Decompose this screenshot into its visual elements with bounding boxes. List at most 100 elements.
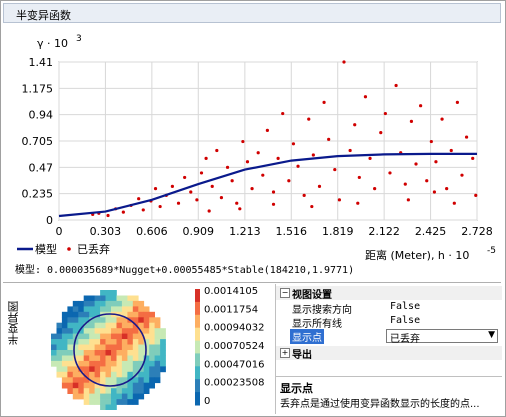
surface-cell [100, 393, 106, 400]
surface-cell [132, 328, 139, 334]
show-points-dropdown[interactable]: 已丢弃 ▼ [386, 329, 498, 345]
collapse-icon[interactable]: − [280, 288, 290, 298]
surface-cell [72, 339, 79, 345]
surface-cell [94, 311, 101, 318]
data-point [317, 184, 322, 188]
surface-cell [51, 350, 57, 356]
surface-cell [78, 371, 85, 378]
export-label: 导出 [292, 350, 312, 361]
surface-cell [111, 371, 117, 378]
surface-cell [138, 360, 145, 367]
data-point [311, 153, 315, 157]
data-point [207, 209, 211, 213]
surface-cell [78, 393, 85, 400]
surface-cell [100, 404, 106, 410]
surface-cell [83, 311, 90, 318]
surface-cell [78, 344, 85, 351]
surface-cell [83, 339, 90, 345]
surface-cell [83, 393, 90, 400]
surface-cell [61, 328, 68, 334]
surface-cell [89, 393, 95, 400]
x-tick-label: 0.909 [183, 225, 215, 238]
surface-cell [78, 366, 85, 373]
semivariogram-plot[interactable]: 1.41 1.175 0.94 0.705 0.47 0.235 00 0.303 0.606 0… [3, 25, 501, 273]
surface-cell [94, 360, 101, 367]
surface-cell [94, 344, 101, 351]
surface-cell [143, 360, 150, 367]
chevron-down-icon[interactable]: ▼ [488, 330, 495, 340]
surface-cell [143, 333, 150, 340]
surface-cell [111, 333, 117, 340]
surface-cell [72, 328, 79, 334]
surface-cell [67, 322, 74, 329]
semivariogram-surface[interactable] [29, 290, 191, 410]
surface-cell [160, 344, 166, 351]
surface-cell [132, 388, 139, 394]
data-point [261, 173, 265, 177]
data-point [256, 151, 260, 155]
expand-icon[interactable]: + [280, 348, 290, 358]
x-tick-label: 0.606 [136, 225, 168, 238]
surface-cell [116, 393, 123, 400]
surface-cell [61, 317, 68, 324]
surface-cell [132, 306, 139, 313]
property-key: 显示搜索方向 [292, 305, 352, 316]
surface-cell [149, 350, 155, 356]
surface-cell [89, 371, 95, 378]
surface-cell [105, 371, 112, 378]
surface-cell [83, 350, 90, 356]
surface-cell [132, 339, 139, 345]
surface-cell [143, 328, 150, 334]
surface-cell [111, 300, 117, 307]
surface-cell [143, 377, 150, 384]
surface-cell [61, 360, 68, 367]
surface-cell [94, 355, 101, 362]
surface-cell [61, 333, 68, 340]
surface-cell [61, 344, 68, 351]
data-point [183, 175, 187, 180]
surface-cell [111, 290, 117, 296]
surface-cell [154, 344, 161, 351]
surface-cell [154, 328, 161, 334]
property-row[interactable]: 显示搜索方向 False [276, 301, 502, 316]
surface-cell [83, 317, 90, 324]
surface-cell [67, 350, 74, 356]
property-row[interactable]: 显示所有线 False [276, 315, 502, 330]
surface-cell [116, 333, 123, 340]
surface-cell [100, 366, 106, 373]
data-point [445, 187, 449, 191]
surface-cell [61, 339, 68, 345]
surface-cell [154, 366, 161, 373]
surface-cell [105, 322, 112, 329]
y-tick-label: 0 [46, 214, 53, 227]
surface-cell [89, 399, 95, 405]
y-tick-label: 1.175 [22, 82, 54, 95]
surface-cell [132, 317, 139, 324]
surface-cell [138, 377, 145, 384]
data-point [452, 201, 456, 205]
surface-cell [116, 350, 123, 356]
surface-cell [61, 355, 68, 362]
surface-cell [154, 333, 161, 340]
surface-cell [51, 355, 57, 362]
surface-cell [89, 300, 95, 307]
surface-cell [72, 344, 79, 351]
legend-discarded-label: 已丢弃 [77, 242, 110, 256]
export-header[interactable]: + 导出 [276, 346, 502, 361]
view-settings-header[interactable]: − 视图设置 [276, 286, 502, 301]
data-point [158, 204, 162, 209]
surface-cell [116, 300, 123, 307]
surface-cell [100, 328, 106, 334]
property-row-selected[interactable]: 显示点 已丢弃 ▼ [276, 329, 502, 345]
data-point [406, 198, 410, 202]
data-point [322, 100, 326, 104]
property-value: False [390, 301, 421, 312]
colorbar-swatch [195, 340, 200, 354]
surface-cell [127, 382, 134, 389]
surface-cell [100, 360, 106, 367]
bottom-panel [3, 282, 501, 415]
surface-cell [111, 322, 117, 329]
surface-cell [154, 339, 161, 345]
surface-cell [83, 366, 90, 373]
surface-cell [72, 382, 79, 389]
